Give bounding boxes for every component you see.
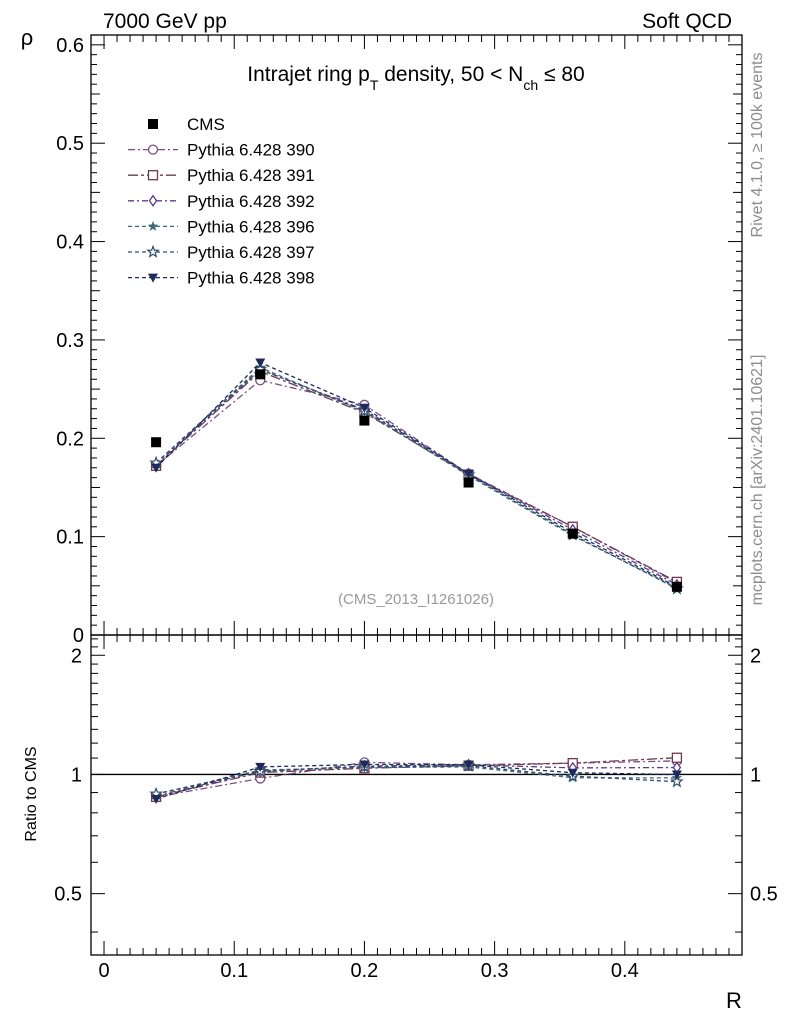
ratio-point: [463, 760, 474, 770]
series-line: [155, 361, 678, 588]
x-tick-label: 0.4: [611, 960, 639, 982]
x-tick-label: 0.1: [220, 960, 248, 982]
legend-label: Pythia 6.428 390: [187, 141, 315, 160]
legend-entry-2: Pythia 6.428 391: [128, 166, 315, 185]
series-line: [155, 370, 678, 583]
chart-title: Intrajet ring pT density, 50 < Nch ≤ 80: [247, 63, 584, 93]
y-axis-label: ρ: [21, 25, 34, 50]
y-tick-label: 0.6: [56, 35, 84, 57]
title-part-b: density, 50 < N: [378, 63, 523, 86]
x-tick-label: 0.3: [481, 960, 509, 982]
series-point: [463, 469, 474, 479]
series-1: [150, 375, 683, 589]
legend-marker: [148, 119, 158, 129]
ratio-frame: [90, 634, 743, 956]
legend-entry-5: Pythia 6.428 397: [128, 243, 315, 262]
legend-label: CMS: [187, 115, 225, 134]
legend-entry-reference: CMS: [148, 115, 225, 134]
reference-point: [359, 415, 370, 426]
reference-point: [463, 477, 474, 488]
ratio-point: [255, 762, 266, 772]
ratio-tick-label: 2: [71, 645, 82, 667]
x-axis-label: R: [726, 988, 742, 1013]
legend-entry-3: Pythia 6.428 392: [128, 192, 315, 211]
y-tick-label: 0.5: [56, 133, 84, 155]
ratio-tick-label-right: 1: [750, 764, 761, 786]
ratio-line: [155, 765, 677, 795]
legend-label: Pythia 6.428 392: [187, 192, 315, 211]
title-part-a: Intrajet ring p: [247, 63, 370, 86]
legend-label: Pythia 6.428 398: [187, 269, 315, 288]
series-line: [155, 368, 678, 590]
ratio-tick-label-right: 0.5: [750, 884, 778, 906]
series-6: [151, 358, 682, 592]
series-point: [255, 358, 266, 368]
series-2: [150, 366, 683, 588]
legend-label: Pythia 6.428 397: [187, 243, 315, 262]
legend-marker: [147, 170, 159, 181]
title-sub-b: ch: [523, 77, 538, 93]
legend: CMS Pythia 6.428 390 Pythia 6.428 391 Pythi…: [128, 115, 315, 288]
reference-series: [151, 369, 682, 592]
ratio-point: [670, 774, 684, 788]
header-left: 7000 GeV pp: [103, 10, 227, 33]
series-line: [155, 368, 678, 586]
ratio-point: [359, 760, 370, 770]
legend-marker: [148, 194, 158, 207]
reference-point: [567, 528, 578, 539]
x-tick-label: 0.2: [351, 960, 379, 982]
ratio-point: [671, 770, 682, 780]
legend-entry-1: Pythia 6.428 390: [128, 141, 315, 160]
watermark: (CMS_2013_I1261026): [338, 591, 494, 608]
y-tick-label: 0: [73, 625, 84, 647]
ratio-series-6: [151, 760, 682, 805]
main-ticks: 0 0.1 0.2 0.3 0.4 0.5 0.6: [56, 34, 742, 647]
legend-entry-4: Pythia 6.428 396: [128, 217, 315, 236]
legend-marker: [147, 220, 159, 231]
series-point: [151, 463, 162, 473]
legend-label: Pythia 6.428 396: [187, 217, 315, 236]
x-tick-label: 0: [98, 960, 109, 982]
main-series: [149, 358, 684, 595]
reference-point: [671, 581, 682, 592]
ratio-line: [155, 764, 677, 797]
series-point: [359, 403, 370, 413]
y-tick-label: 0.4: [56, 232, 84, 254]
ratio-tick-label: 1: [71, 764, 82, 786]
reference-point: [255, 369, 266, 380]
ratio-tick-label: 0.5: [54, 884, 82, 906]
series-line: [155, 366, 678, 589]
main-panel: 0 0.1 0.2 0.3 0.4 0.5 0.6 ρ Intrajet ring pT d…: [21, 25, 743, 647]
rivet-label: Rivet 4.1.0, ≥ 100k events: [749, 53, 766, 238]
ratio-line: [155, 757, 677, 798]
ratio-tick-label-right: 2: [750, 645, 761, 667]
ratio-line: [155, 763, 677, 800]
ratio-ticks: 0 0.1 0.2 0.3 0.4 0.5 0.5 1 1 2 2: [54, 635, 778, 982]
ratio-y-label: Ratio to CMS: [23, 746, 40, 841]
series-line: [155, 379, 678, 584]
y-tick-label: 0.3: [56, 330, 84, 352]
ratio-series: [149, 752, 684, 805]
legend-entry-6: Pythia 6.428 398: [128, 269, 315, 288]
reference-point: [151, 437, 162, 448]
ratio-line: [155, 766, 677, 795]
ratio-point: [567, 768, 578, 778]
y-tick-label: 0.2: [56, 428, 84, 450]
header-right: Soft QCD: [642, 10, 732, 33]
y-tick-label: 0.1: [56, 527, 84, 549]
ratio-point: [671, 752, 683, 763]
title-sub-a: T: [370, 77, 379, 93]
title-part-c: ≤ 80: [538, 63, 585, 86]
series-3: [151, 363, 682, 591]
legend-marker: [148, 273, 158, 283]
ratio-line: [155, 760, 677, 798]
legend-marker: [147, 144, 159, 155]
legend-marker: [146, 244, 160, 258]
ratio-point: [151, 795, 162, 805]
legend-label: Pythia 6.428 391: [187, 166, 315, 185]
mcplots-label: mcplots.cern.ch [arXiv:2401.10621]: [749, 355, 766, 606]
ratio-panel: 0 0.1 0.2 0.3 0.4 0.5 0.5 1 1 2 2 Ratio to CMS: [23, 634, 778, 982]
